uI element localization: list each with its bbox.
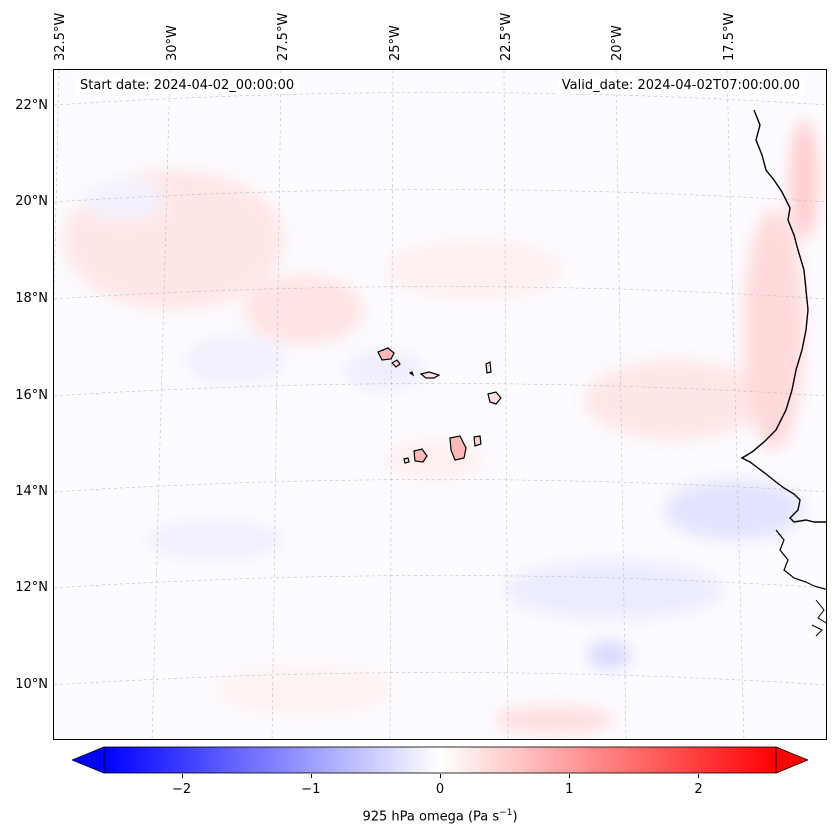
anomaly-blue [504,560,724,620]
anomaly-blue [587,641,631,669]
lat-gridline [54,575,826,589]
lat-label-22n: 22°N [15,98,48,113]
anomaly-red [384,440,484,480]
island-sao-nicolau [419,371,441,379]
anomaly-red [494,706,614,734]
colorbar-extend-high [775,746,808,774]
colorbar-extend-low [72,746,105,774]
island-santiago [449,435,467,461]
lon-label-22-5w: 22.5°W [499,12,514,61]
colorbar-tick-label: −2 [171,782,192,797]
lat-label-20n: 20°N [15,194,48,209]
lat-label-18n: 18°N [15,291,48,306]
lon-gridline [503,70,509,739]
island-boa-vista [487,391,502,405]
colorbar-title-text: 925 hPa omega (Pa s [362,809,500,825]
island-sao-vicente [391,359,401,368]
colorbar-tick [310,774,312,778]
colorbar-tick-label: −1 [301,782,321,797]
omega-anomalies [64,120,818,734]
colorbar-tick [698,774,700,778]
colorbar-tick-label: 2 [694,782,703,797]
anomaly-blue [344,350,424,390]
anomaly-blue [184,335,284,385]
colorbar-title-exponent: −1 [499,808,513,818]
colorbar-gradient [103,746,777,774]
lon-gridline [389,70,394,739]
valid-date-label: Valid_date: 2024-04-02T07:00:00.00 [557,77,804,94]
lon-gridline [151,70,171,739]
lat-gridline [54,383,826,397]
lat-label-14n: 14°N [15,484,48,499]
lat-label-10n: 10°N [15,677,48,692]
lon-label-25w: 25°W [388,25,403,61]
island-santa-luzia [408,371,415,377]
anomaly-red [214,665,394,715]
graticule [54,70,826,739]
lon-label-30w: 30°W [165,25,180,61]
island-sal [485,361,492,374]
lon-label-20w: 20°W [610,25,625,61]
lon-label-32-5w: 32.5°W [53,12,68,61]
map-panel[interactable]: Start date: 2024-04-02_00:00:00 Valid_da… [53,69,827,740]
anomaly-red [384,240,564,300]
colorbar-tick-label: 0 [435,782,445,797]
lon-gridline [615,70,627,739]
coastline-guinea-bissau [775,529,826,591]
anomaly-red [790,120,818,240]
anomaly-blue [664,480,804,540]
colorbar-tick [440,774,441,778]
island-fogo [413,448,428,463]
lon-gridline [726,70,745,739]
colorbar-tick [569,774,571,778]
lat-label-12n: 12°N [15,580,48,595]
island-santo-antao [377,347,395,361]
colorbar-tick-label: 1 [565,782,574,797]
lon-label-17-5w: 17.5°W [722,12,737,61]
colorbar-title: 925 hPa omega (Pa s−1) [0,808,837,824]
anomaly-red [244,275,364,345]
lat-gridline [54,189,826,203]
colorbar [72,746,808,774]
lat-gridline [54,479,826,493]
cape-verde-islands [377,347,502,464]
start-date-label: Start date: 2024-04-02_00:00:00 [76,77,299,94]
lat-gridline [54,286,826,300]
lat-gridline [54,672,826,686]
anomaly-red [744,210,804,450]
anomaly-blue [144,520,284,560]
coastline-africa [740,109,826,523]
coastline-islands-bijagos [811,599,826,637]
lat-gridline [54,92,826,106]
island-brava [403,457,410,464]
lat-label-16n: 16°N [15,388,48,403]
colorbar-title-close: ) [512,809,518,825]
lon-gridline [271,70,282,739]
omega-field-map [54,70,826,739]
island-maio [473,435,482,447]
lon-label-27-5w: 27.5°W [276,12,291,61]
anomaly-blue [84,180,164,220]
anomaly-red [584,360,764,440]
colorbar-tick [181,774,183,778]
